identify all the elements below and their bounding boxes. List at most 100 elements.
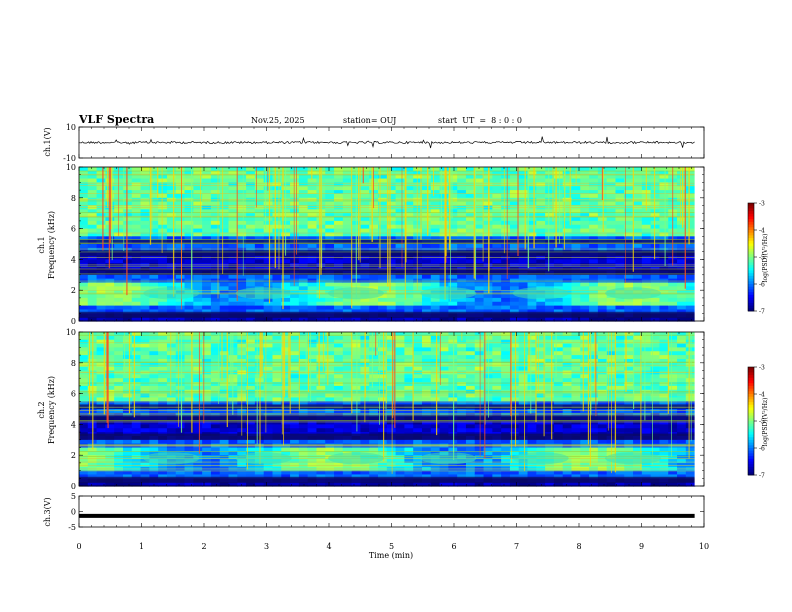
- spectrogram-cell: [281, 378, 291, 383]
- spectrogram-cell: [641, 217, 652, 222]
- spectrogram-cell: [79, 455, 89, 460]
- spectrogram-cell: [430, 220, 441, 226]
- spectrogram-cell: [193, 178, 203, 183]
- spectrogram-cell: [421, 286, 432, 291]
- spectrogram-cell: [633, 297, 643, 303]
- spectrogram-cell: [263, 274, 274, 280]
- spectrogram-cell: [404, 439, 414, 445]
- spectrogram-cell: [386, 374, 397, 379]
- spectrogram-cell: [131, 297, 142, 303]
- spectrogram-cell: [166, 174, 177, 180]
- spectrogram-cell: [184, 409, 194, 414]
- spectrogram-cell: [386, 255, 397, 260]
- spectrogram-cell: [193, 374, 203, 379]
- spectrogram-cell: [430, 174, 441, 180]
- spectrogram-cell: [659, 301, 669, 307]
- spectrogram-cell: [571, 305, 581, 311]
- spectrogram-cell: [448, 282, 458, 287]
- spectrogram-cell: [465, 317, 476, 322]
- spectrogram-cell: [439, 282, 449, 287]
- spectrogram-cell: [149, 439, 159, 445]
- spectrogram-cell: [369, 274, 379, 280]
- spectrogram-cell: [685, 301, 696, 307]
- spectrogram-cell: [536, 301, 546, 307]
- spectrogram-cell: [439, 393, 449, 399]
- spectrogram-cell: [140, 355, 150, 360]
- spectrogram-cell: [421, 482, 432, 487]
- spectrogram-cell: [395, 343, 405, 348]
- spectrogram-cell: [202, 339, 212, 345]
- spectrogram-cell: [202, 213, 212, 218]
- spectrogram-cell: [562, 305, 573, 311]
- spectrogram-cell: [501, 459, 511, 464]
- spectrogram-cell: [430, 358, 441, 364]
- spectrogram-cell: [202, 309, 212, 314]
- spectrogram-cell: [272, 366, 282, 372]
- spectrogram-cell: [659, 213, 669, 218]
- spectrogram-cell: [492, 401, 502, 406]
- spectrogram-cell: [413, 428, 423, 433]
- spectrogram-cell: [342, 209, 353, 214]
- spectrogram-cell: [650, 263, 661, 268]
- spectrogram-cell: [298, 339, 309, 345]
- spectrogram-cell: [624, 205, 634, 210]
- spectrogram-cell: [413, 378, 423, 383]
- spectrogram-cell: [527, 247, 537, 253]
- spectrogram-cell: [334, 339, 344, 345]
- spectrogram-cell: [342, 355, 353, 360]
- spectrogram-cell: [562, 174, 573, 180]
- spectrogram-cell: [210, 232, 221, 237]
- spectrogram-cell: [254, 193, 265, 199]
- spectrogram-cell: [633, 305, 643, 311]
- spectrogram-cell: [281, 470, 291, 476]
- spectrogram-band: [79, 250, 695, 257]
- spectrogram-cell: [509, 201, 520, 207]
- spectrogram-cell: [96, 305, 106, 311]
- spectrogram-cell: [219, 236, 230, 241]
- spectrogram-cell: [342, 370, 353, 375]
- spectrogram-cell: [633, 167, 643, 172]
- spectrogram-cell: [79, 220, 89, 226]
- spectrogram-cell: [184, 224, 194, 230]
- spectrogram-cell: [79, 420, 89, 425]
- spectrogram-cell: [96, 290, 106, 295]
- spectrogram-cell: [545, 247, 555, 253]
- spectrogram-cell: [527, 282, 537, 287]
- spectrogram-cell: [96, 382, 106, 387]
- spectrogram-cell: [290, 201, 300, 207]
- spectrogram-cell: [685, 228, 696, 234]
- spectrogram-cell: [140, 282, 150, 287]
- spectrogram-cell: [448, 197, 458, 203]
- spectrogram-cell: [122, 224, 133, 230]
- spectrogram-cell: [615, 217, 625, 222]
- spectrogram-cell: [378, 459, 388, 464]
- spectrogram-cell: [79, 451, 89, 456]
- spectrogram-cell: [307, 339, 318, 345]
- spectrogram-cell: [105, 474, 115, 479]
- spectrogram-cell: [140, 182, 150, 187]
- spectrogram-cell: [536, 174, 546, 180]
- spectrogram-cell: [606, 213, 617, 218]
- spectrogram-cell: [501, 309, 511, 314]
- spectrogram-cell: [140, 259, 150, 264]
- spectrogram-cell: [404, 459, 414, 464]
- spectrogram-cell: [158, 297, 168, 303]
- spectrogram-cell: [184, 317, 194, 322]
- spectrogram-cell: [290, 428, 300, 433]
- colorbar-swatch: [748, 205, 754, 209]
- spectrogram-cell: [571, 286, 581, 291]
- spectrogram-cell: [254, 228, 265, 234]
- spectrogram-cell: [290, 167, 300, 172]
- spectrogram-cell: [219, 286, 230, 291]
- spectrogram-cell: [536, 205, 546, 210]
- spectrogram-cell: [175, 351, 186, 356]
- spectrogram-cell: [210, 290, 221, 295]
- spectrogram-cell: [492, 474, 502, 479]
- spectrogram-cell: [166, 470, 177, 476]
- spectrogram-cell: [193, 282, 203, 287]
- spectrogram-cell: [131, 286, 142, 291]
- spectrogram-cell: [395, 409, 405, 414]
- spectrogram-cell: [114, 255, 124, 260]
- spectrogram-cell: [140, 174, 150, 180]
- spectrogram-cell: [677, 205, 687, 210]
